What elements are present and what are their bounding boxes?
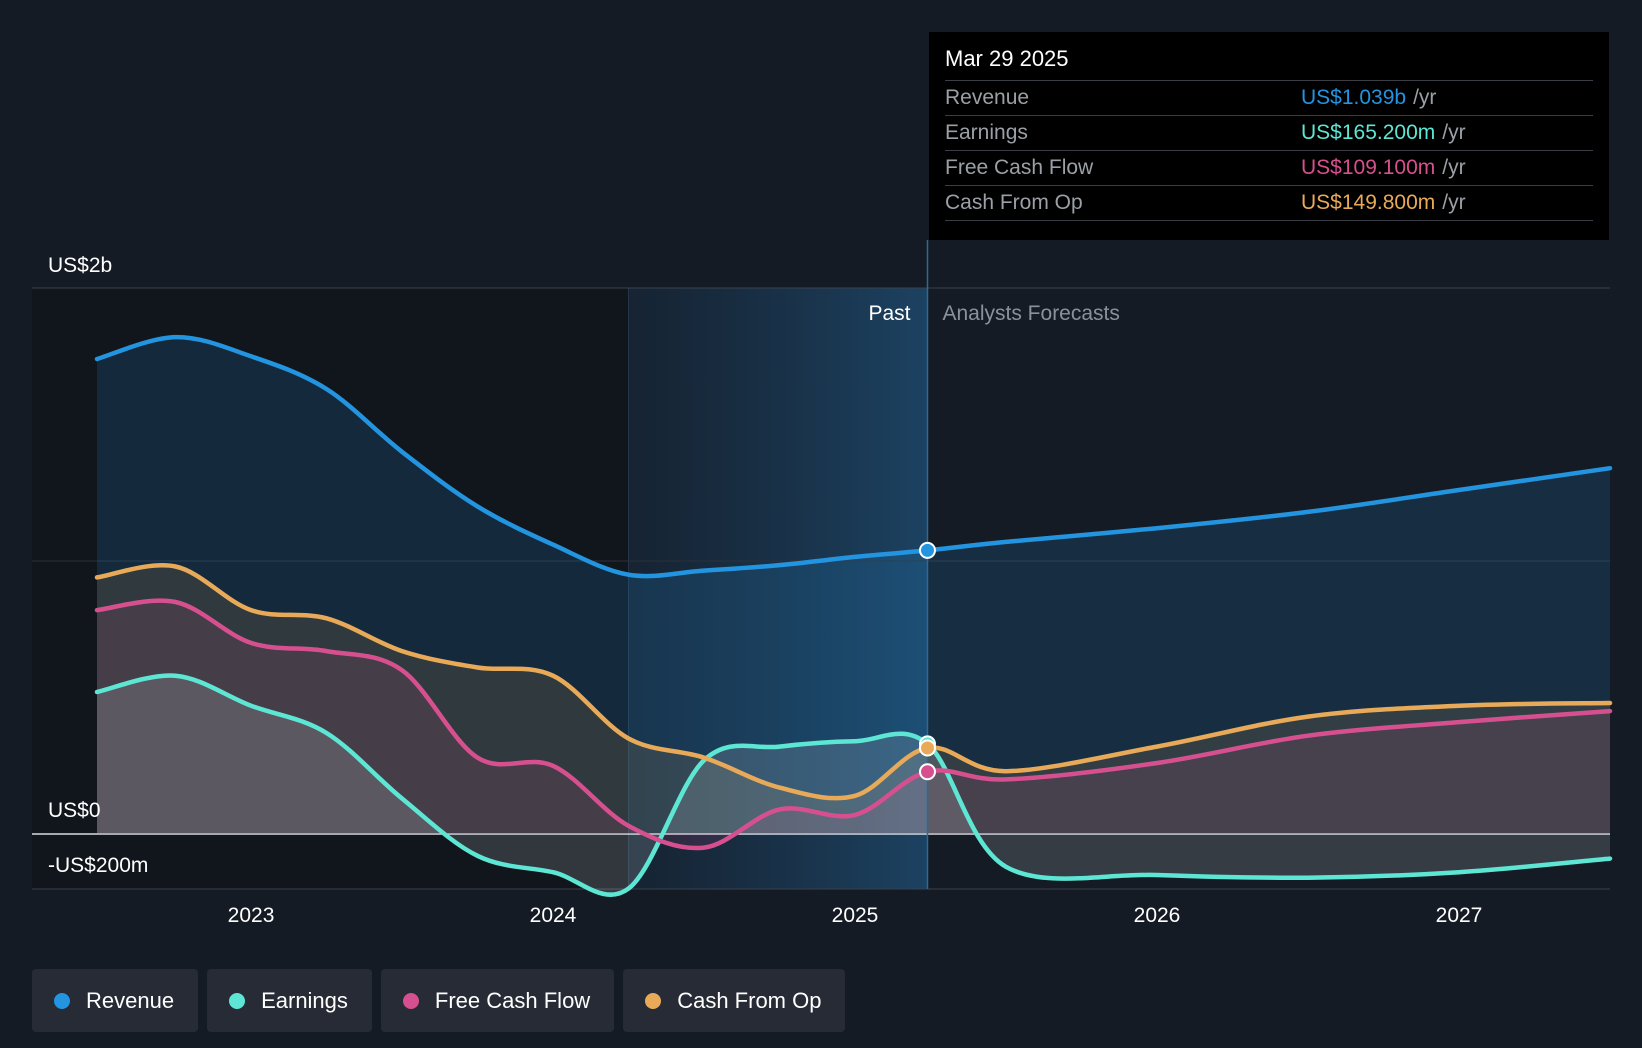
tooltip-label: Free Cash Flow	[945, 156, 1094, 179]
cash-from-op-area	[97, 565, 1610, 834]
free-cash-flow-marker	[918, 763, 936, 781]
tooltip-unit: /yr	[1442, 121, 1466, 144]
legend-label: Earnings	[261, 987, 348, 1013]
free-cash-flow-area	[97, 600, 1610, 849]
y-label-zero: US$0	[48, 799, 101, 822]
legend-dot-icon	[54, 992, 70, 1009]
x-tick-2023: 2023	[228, 904, 275, 927]
free-cash-flow-line[interactable]	[94, 598, 1613, 851]
tooltip-value: US$149.800m	[1301, 191, 1436, 214]
tooltip-unit: /yr	[1413, 86, 1437, 109]
tooltip-row-revenue: Revenue US$1.039b/yr	[945, 80, 1593, 115]
earnings-line[interactable]	[94, 673, 1613, 897]
y-label-bottom: -US$200m	[48, 854, 148, 877]
x-tick-2027: 2027	[1436, 904, 1483, 927]
cash-from-op-marker	[918, 739, 936, 757]
x-tick-2026: 2026	[1134, 904, 1181, 927]
legend-dot-icon	[645, 992, 662, 1009]
tooltip-row-earnings: Earnings US$165.200m/yr	[945, 115, 1593, 150]
earnings-area	[97, 675, 1610, 895]
x-tick-2024: 2024	[530, 904, 577, 927]
tooltip-row-cash-from-op: Cash From Op US$149.800m/yr	[945, 185, 1593, 221]
y-label-top: US$2b	[48, 254, 112, 277]
legend-item-earnings[interactable]: Earnings	[207, 969, 372, 1032]
legend: Revenue Earnings Free Cash Flow Cash From O…	[32, 969, 846, 1032]
legend-item-free-cash-flow[interactable]: Free Cash Flow	[380, 969, 615, 1032]
x-tick-2025: 2025	[832, 904, 879, 927]
tooltip: Mar 29 2025 Revenue US$1.039b/yr Earnings U…	[929, 32, 1609, 240]
series-fills	[97, 337, 1610, 895]
past-label: Past	[868, 302, 910, 325]
legend-dot-icon	[229, 992, 246, 1009]
legend-label: Revenue	[86, 987, 175, 1013]
tooltip-value: US$109.100m	[1301, 156, 1436, 179]
revenue-area	[97, 337, 1610, 834]
tooltip-label: Earnings	[945, 121, 1028, 144]
tooltip-value: US$1.039b	[1301, 86, 1407, 109]
legend-item-cash-from-op[interactable]: Cash From Op	[623, 969, 846, 1032]
revenue-line[interactable]	[94, 334, 1613, 579]
tooltip-label: Revenue	[945, 86, 1030, 109]
tooltip-unit: /yr	[1442, 191, 1466, 214]
tooltip-label: Cash From Op	[945, 191, 1083, 214]
tooltip-value: US$165.200m	[1301, 121, 1436, 144]
cash-from-op-line[interactable]	[94, 563, 1613, 801]
legend-item-revenue[interactable]: Revenue	[32, 969, 199, 1032]
legend-dot-icon	[402, 992, 419, 1009]
tooltip-row-free-cash-flow: Free Cash Flow US$109.100m/yr	[945, 150, 1593, 185]
revenue-marker	[918, 541, 936, 559]
tooltip-unit: /yr	[1442, 156, 1466, 179]
legend-label: Free Cash Flow	[434, 987, 591, 1013]
hover-markers	[918, 541, 936, 781]
tooltip-date: Mar 29 2025	[945, 46, 1069, 71]
legend-label: Cash From Op	[677, 987, 822, 1013]
axis-labels: US$2b US$0 -US$200m Past Analysts Forecasts 2…	[48, 254, 1482, 927]
forecast-label: Analysts Forecasts	[942, 302, 1119, 325]
series-lines	[94, 334, 1613, 897]
